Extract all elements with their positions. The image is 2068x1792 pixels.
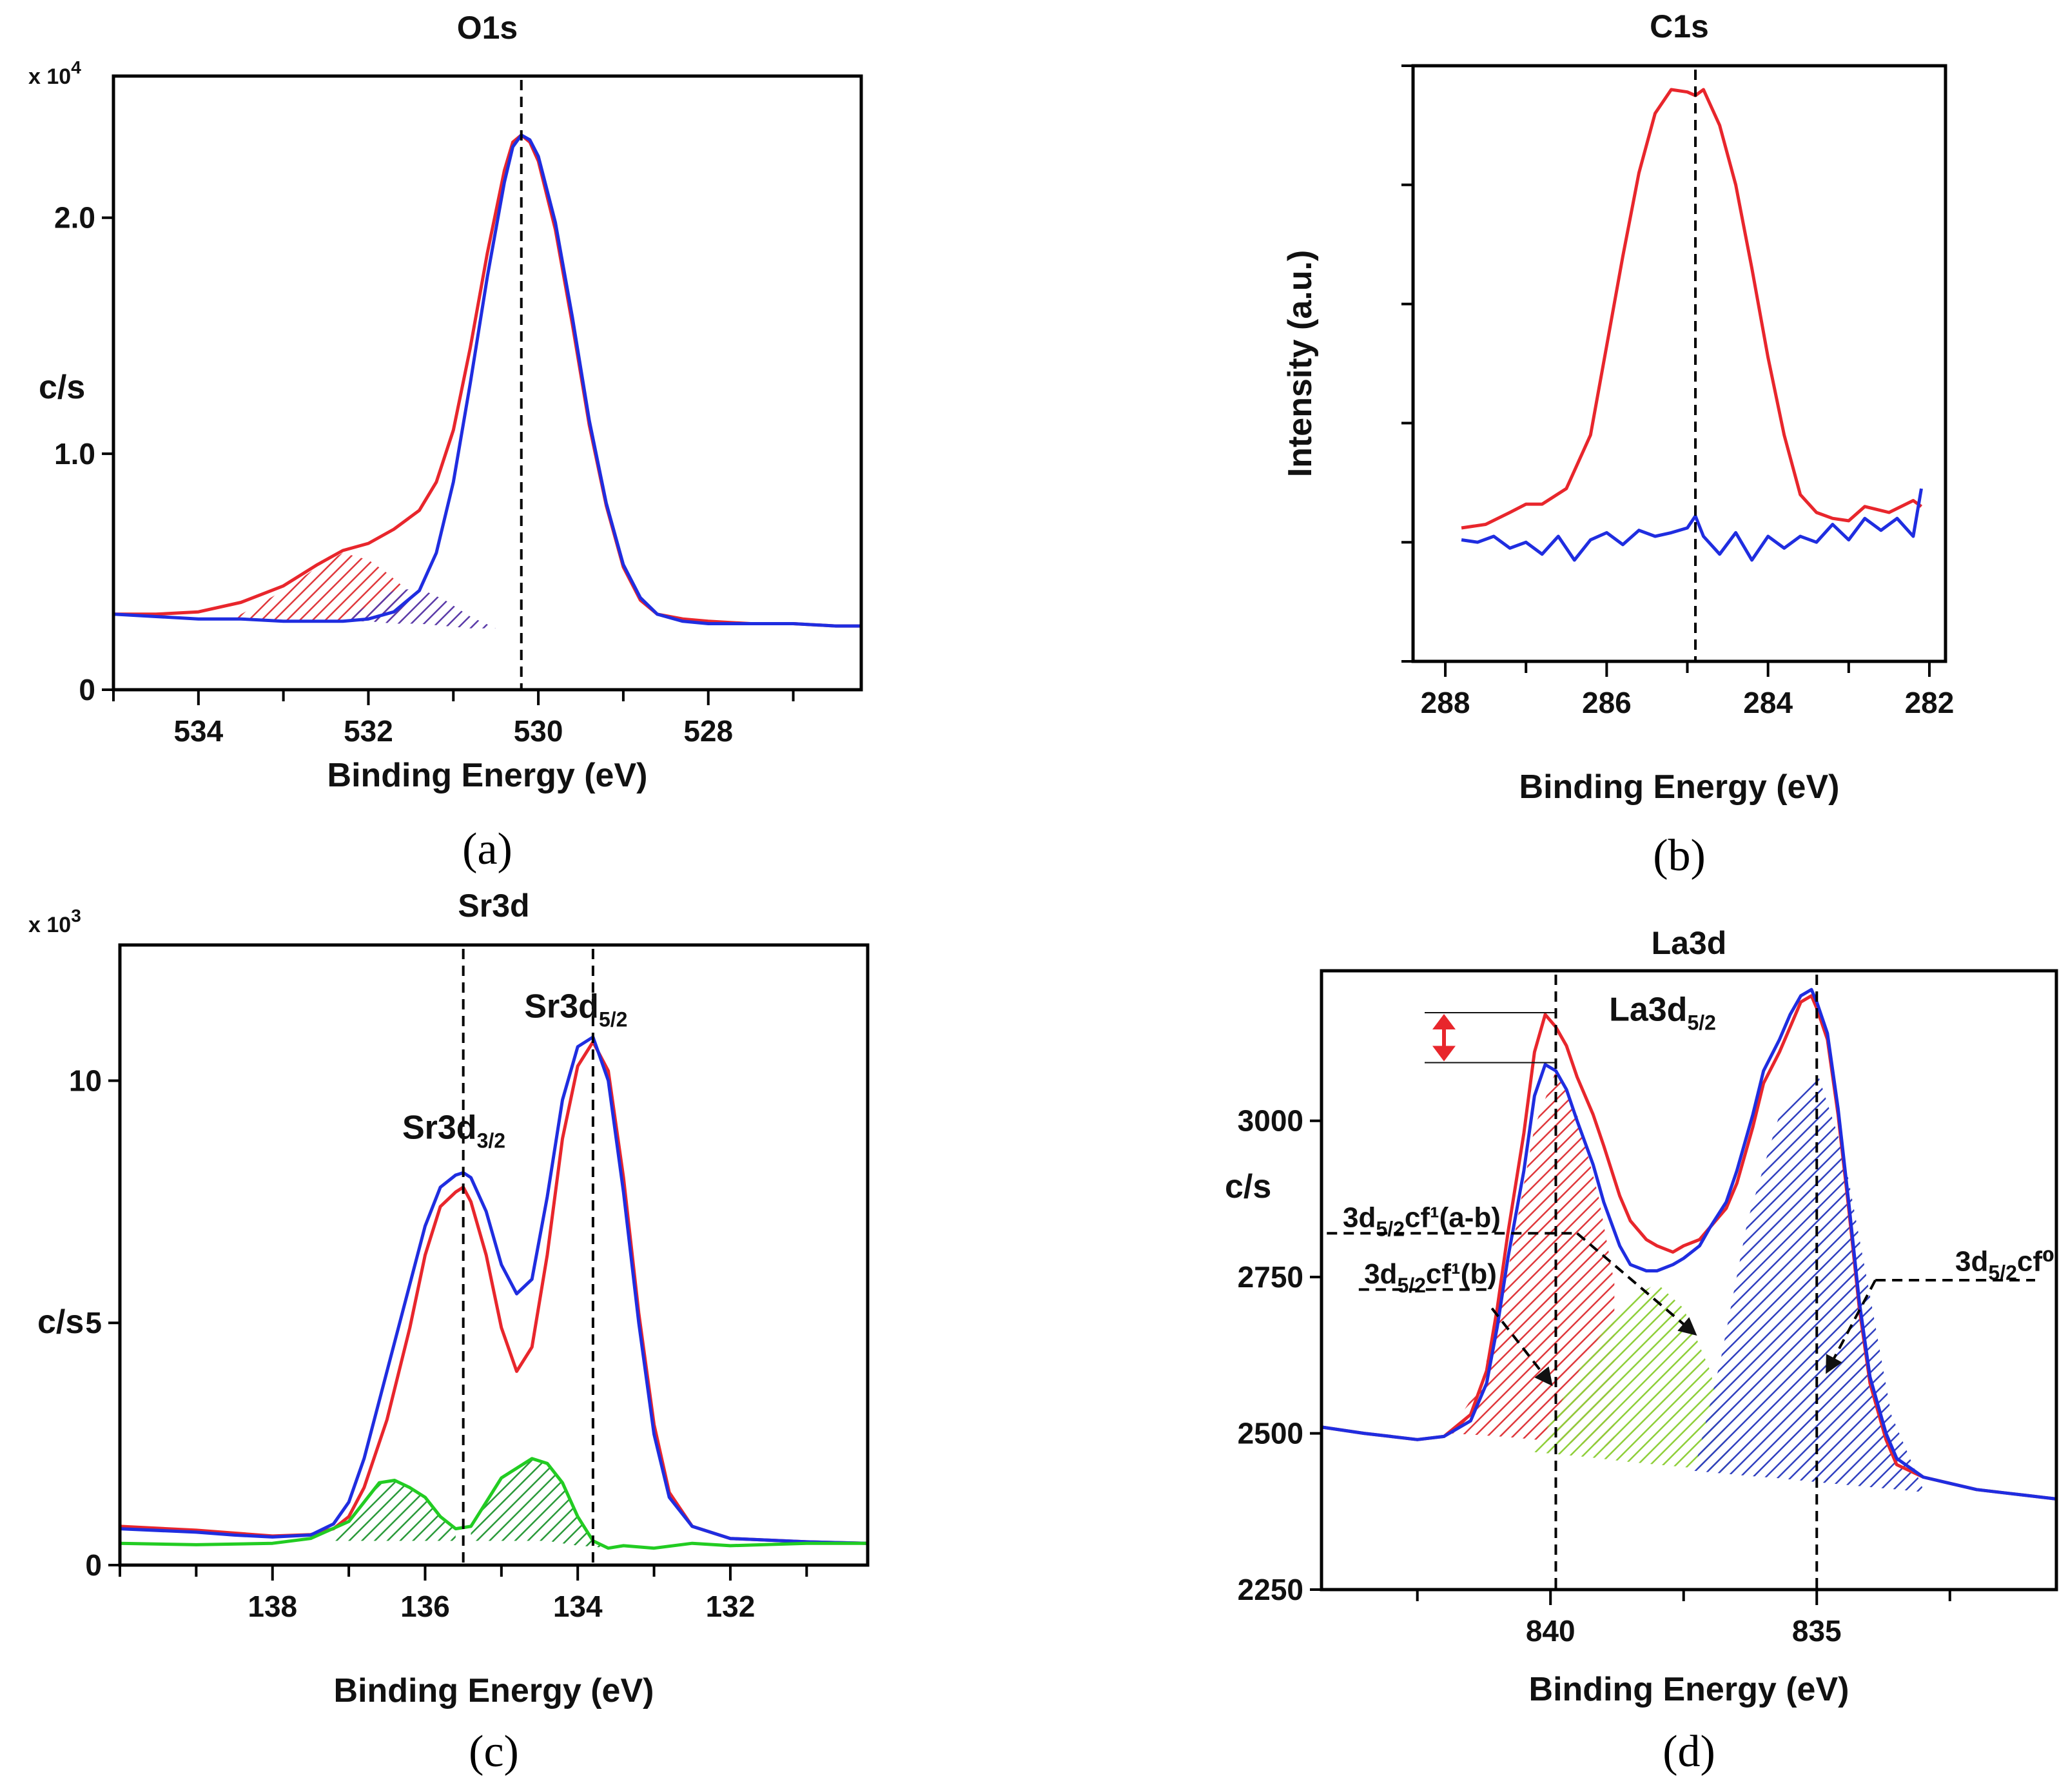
- annotation-arrow-d-2: [1826, 1280, 1877, 1374]
- x-tick-label-d-0: 840: [1526, 1614, 1575, 1648]
- y-tick-label-d-2: 2750: [1238, 1260, 1303, 1294]
- y-tick-label-a-1: 1.0: [54, 437, 95, 471]
- hatched-region-c-1: [471, 1458, 609, 1548]
- x-tick-label-c-2: 134: [553, 1590, 603, 1623]
- plot-frame-b: [1411, 64, 1947, 663]
- difference-arrow-head-up: [1432, 1013, 1456, 1029]
- difference-arrow-head-down: [1432, 1046, 1456, 1062]
- panel-d: La3d 840 835 2250 2500 2750 3000 Binding Energy…: [1225, 925, 2058, 1777]
- series-line-d-red: [1321, 994, 2057, 1501]
- annotation-text-d-1: 3d: [1343, 1202, 1376, 1234]
- hatched-region-a-1: [342, 588, 496, 628]
- hatched-region-a-0: [232, 552, 403, 621]
- y-tick-label-d-3: 3000: [1238, 1104, 1303, 1138]
- y-tick-label-a-0: 0: [79, 673, 95, 706]
- panel-label-b: (b): [1653, 831, 1706, 881]
- x-axis-label-b: Binding Energy (eV): [1519, 768, 1840, 806]
- series-line-b-blue: [1461, 488, 1923, 562]
- series-line-c-red: [119, 1040, 868, 1545]
- x-tick-label-a-1: 532: [344, 714, 393, 748]
- hatched-region-d-2: [1694, 1071, 1924, 1492]
- plot-frame-c: [118, 943, 870, 1567]
- y-tick-label-c-0: 0: [85, 1548, 102, 1582]
- chart-title-d: La3d: [1652, 925, 1727, 961]
- x-tick-label-d-1: 835: [1792, 1614, 1842, 1648]
- panel-label-d: (d): [1663, 1727, 1715, 1777]
- annotation-sub-d-0: 5/2: [1687, 1011, 1715, 1035]
- annotation-text-d-0: La3d: [1609, 991, 1687, 1029]
- annotation-d-1: 3d5/2cf¹(a-b): [1343, 1202, 1501, 1241]
- chart-title-b: C1s: [1650, 8, 1709, 44]
- annotation-text-d-3: 3d: [1955, 1245, 1988, 1277]
- annotation-arrow-d-0: [1576, 1232, 1697, 1336]
- annotation-tail-d-3: cf⁰: [2017, 1245, 2054, 1277]
- x-axis-label-a: Binding Energy (eV): [327, 757, 648, 794]
- y-multiplier-c: x 103: [28, 906, 81, 937]
- series-line-c-green: [119, 1457, 868, 1550]
- y-multiplier-base-c: x 10: [28, 913, 71, 937]
- y-axis-label-d: c/s: [1225, 1168, 1271, 1205]
- y-tick-label-d-0: 2250: [1238, 1573, 1303, 1606]
- y-tick-label-c-1: 5: [85, 1306, 102, 1339]
- series-line-a-red: [113, 133, 861, 628]
- x-tick-label-c-1: 136: [400, 1590, 450, 1623]
- x-tick-label-a-3: 528: [683, 714, 733, 748]
- y-multiplier-a: x 104: [28, 57, 81, 89]
- annotation-d-2: 3d5/2cf¹(b): [1364, 1258, 1497, 1297]
- panel-label-a: (a): [462, 824, 512, 874]
- chart-title-a: O1s: [457, 10, 518, 46]
- annotation-text-c-0: Sr3d: [402, 1109, 477, 1147]
- annotation-sub-d-2: 5/2: [1397, 1274, 1425, 1297]
- annotation-sub-d-1: 5/2: [1376, 1218, 1404, 1241]
- y-multiplier-exp-a: 4: [71, 57, 81, 77]
- annotation-c-1: Sr3d5/2: [524, 988, 627, 1031]
- x-tick-label-b-1: 286: [1582, 686, 1632, 719]
- annotation-sub-c-0: 3/2: [477, 1129, 505, 1153]
- y-tick-label-c-2: 10: [69, 1064, 102, 1097]
- annotation-d-3: 3d5/2cf⁰: [1955, 1245, 2054, 1284]
- plot-frame-a: [112, 74, 863, 692]
- x-tick-label-a-0: 534: [173, 714, 223, 748]
- series-line-d-blue: [1321, 988, 2057, 1501]
- annotation-sub-c-1: 5/2: [599, 1008, 627, 1031]
- series-line-a-blue: [113, 133, 861, 628]
- y-multiplier-base-a: x 10: [28, 64, 71, 89]
- annotation-d-0: La3d5/2: [1609, 991, 1716, 1035]
- panel-label-c: (c): [469, 1727, 519, 1777]
- x-tick-label-b-0: 288: [1421, 686, 1470, 719]
- panel-c: Sr3d 138 136 134 132 0 5 10 Binding Energy (eV) c…: [28, 888, 870, 1777]
- plot-frame-d: [1320, 969, 2058, 1592]
- x-tick-label-b-2: 284: [1743, 686, 1793, 719]
- y-axis-label-a: c/s: [39, 369, 85, 406]
- annotation-tail-d-1: cf¹(a-b): [1405, 1202, 1501, 1234]
- x-tick-label-b-3: 282: [1905, 686, 1955, 719]
- x-tick-label-c-0: 138: [248, 1590, 297, 1623]
- y-tick-label-a-2: 2.0: [54, 201, 95, 235]
- panel-b: C1s 288 286 284 282 Binding Energy (eV) Intens…: [1282, 8, 1954, 881]
- annotation-text-c-1: Sr3d: [524, 988, 599, 1026]
- annotation-tail-d-2: cf¹(b): [1426, 1258, 1497, 1290]
- series-line-b-red: [1461, 88, 1922, 530]
- chart-title-c: Sr3d: [458, 888, 529, 924]
- x-tick-label-a-2: 530: [514, 714, 563, 748]
- panel-a: O1s 534 532 530 528 0 1.0 2.0 Binding Energy (eV…: [28, 10, 863, 874]
- y-axis-label-b: Intensity (a.u.): [1282, 250, 1319, 477]
- annotation-text-d-2: 3d: [1364, 1258, 1397, 1290]
- x-axis-label-d: Binding Energy (eV): [1529, 1671, 1849, 1708]
- y-multiplier-exp-c: 3: [71, 906, 81, 926]
- x-tick-label-c-3: 132: [706, 1590, 756, 1623]
- y-tick-label-d-1: 2500: [1238, 1417, 1303, 1450]
- series-line-c-blue: [119, 1035, 868, 1545]
- hatched-region-c-0: [326, 1480, 456, 1541]
- x-axis-label-c: Binding Energy (eV): [334, 1672, 654, 1709]
- y-axis-label-c: c/s: [37, 1303, 84, 1341]
- annotation-c-0: Sr3d3/2: [402, 1109, 505, 1153]
